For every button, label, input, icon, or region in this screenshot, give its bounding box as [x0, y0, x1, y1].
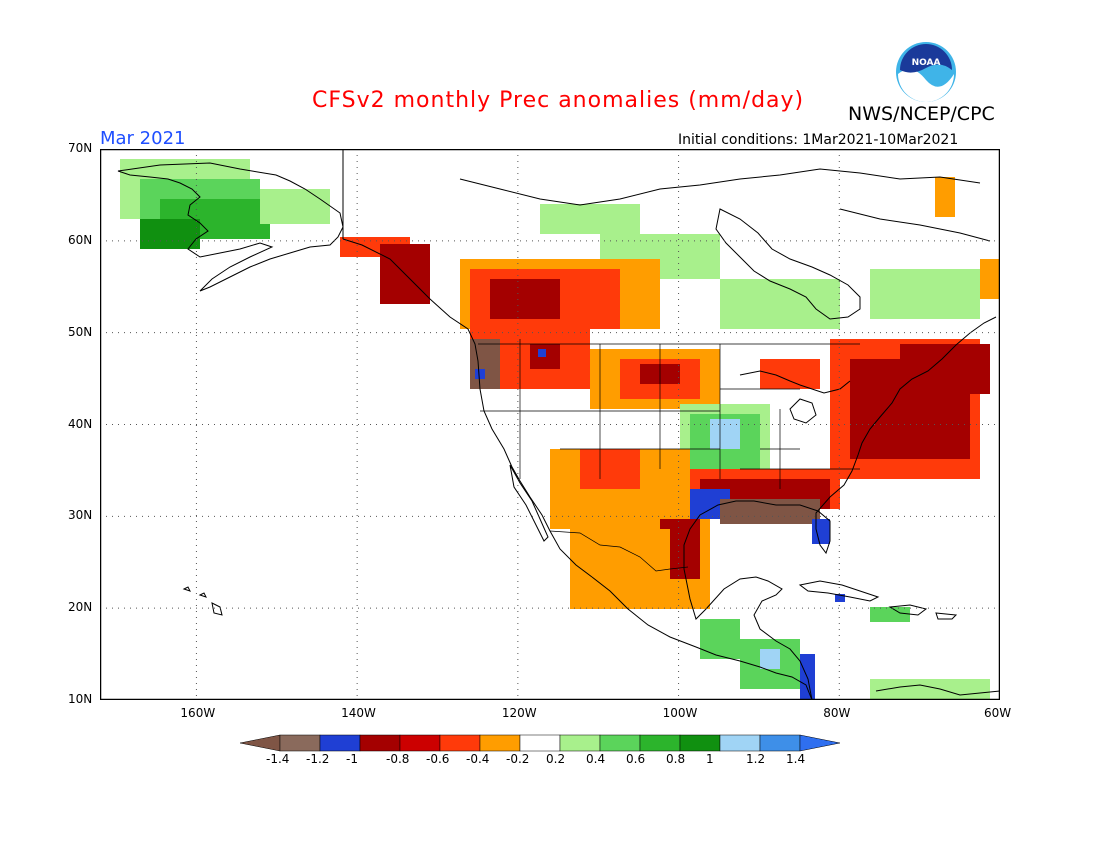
colorbar-bin — [599, 734, 641, 752]
colorbar-bin — [719, 734, 761, 752]
anomaly-cell — [475, 369, 485, 379]
colorbar-tick-label: 0.2 — [546, 752, 566, 766]
colorbar-tick-label: -0.2 — [506, 752, 530, 766]
anomaly-cell — [760, 649, 780, 669]
chart-title: CFSv2 monthly Prec anomalies (mm/day) — [312, 88, 805, 113]
colorbar-arrow-high — [799, 734, 841, 752]
colorbar-bin — [479, 734, 521, 752]
colorbar — [240, 734, 841, 752]
colorbar-bin — [559, 734, 601, 752]
lon-label: 80W — [823, 706, 851, 720]
forecast-month: Mar 2021 — [100, 128, 186, 149]
colorbar-bin — [399, 734, 441, 752]
anomaly-cell — [900, 344, 990, 394]
lat-label: 50N — [68, 324, 93, 339]
colorbar-arrow-low — [240, 734, 281, 752]
anomaly-cell — [935, 177, 955, 217]
lat-label: 40N — [68, 416, 93, 431]
lat-label: 70N — [68, 141, 93, 155]
lat-label: 10N — [68, 692, 93, 706]
lat-lon-gridlines — [100, 149, 1000, 700]
anomaly-cell — [538, 349, 546, 357]
anomaly-cell — [870, 269, 980, 319]
noaa-logo: NOAA — [896, 42, 956, 102]
lon-label: 140W — [341, 706, 376, 720]
lat-label: 20N — [68, 600, 93, 615]
colorbar-bin — [639, 734, 681, 752]
colorbar-tick-label: -0.6 — [426, 752, 450, 766]
colorbar-bin — [759, 734, 801, 752]
anomaly-cell — [640, 579, 700, 609]
colorbar-tick-label: -1.4 — [266, 752, 290, 766]
colorbar-bin — [359, 734, 401, 752]
anomaly-cell — [800, 654, 815, 699]
anomaly-cell — [140, 219, 200, 249]
colorbar-tick-label: -1.2 — [306, 752, 330, 766]
anomaly-cell — [470, 339, 500, 389]
anomaly-cell — [720, 279, 840, 329]
colorbar-tick-label: 1.4 — [786, 752, 806, 766]
anomaly-cell — [720, 499, 820, 524]
colorbar-tick-label: 1 — [706, 752, 714, 766]
anomaly-cell — [980, 259, 1000, 299]
agency-label: NWS/NCEP/CPC — [848, 103, 995, 125]
initial-conditions: Initial conditions: 1Mar2021-10Mar2021 — [678, 132, 959, 148]
anomaly-cell — [260, 189, 330, 224]
colorbar-tick-label: 0.6 — [626, 752, 646, 766]
lat-label: 30N — [68, 508, 93, 523]
anomaly-cell — [700, 619, 740, 659]
anomaly-cell — [870, 679, 990, 699]
colorbar-bin — [679, 734, 721, 752]
colorbar-bin — [279, 734, 321, 752]
colorbar-bin — [519, 734, 561, 752]
lon-label: 120W — [501, 706, 537, 720]
coastlines — [117, 149, 1000, 700]
anomaly-cell — [760, 359, 820, 389]
lat-label: 60N — [68, 232, 93, 247]
anomaly-cell — [490, 279, 560, 319]
anomaly-cell — [870, 607, 910, 622]
lon-label: 160W — [180, 706, 216, 720]
colorbar-tick-label: -0.8 — [386, 752, 410, 766]
colorbar-tick-label: 0.8 — [666, 752, 686, 766]
noaa-logo-text: NOAA — [912, 58, 941, 68]
anomaly-cell — [580, 449, 640, 489]
map-frame — [100, 149, 1000, 700]
lon-label: 100W — [662, 706, 698, 720]
precipitation-anomaly-map — [100, 149, 1000, 700]
colorbar-bin — [319, 734, 361, 752]
lon-label: 60W — [984, 706, 1012, 720]
colorbar-tick-label: 1.2 — [746, 752, 766, 766]
anomaly-cell — [835, 594, 845, 602]
colorbar-tick-label: -1 — [346, 752, 358, 766]
anomaly-cell — [710, 419, 740, 449]
anomaly-field — [120, 159, 1000, 699]
political-borders — [478, 339, 860, 572]
anomaly-cell — [540, 204, 640, 234]
anomaly-cell — [812, 519, 830, 544]
colorbar-tick-label: 0.4 — [586, 752, 606, 766]
colorbar-bin — [439, 734, 481, 752]
colorbar-tick-label: -0.4 — [466, 752, 490, 766]
